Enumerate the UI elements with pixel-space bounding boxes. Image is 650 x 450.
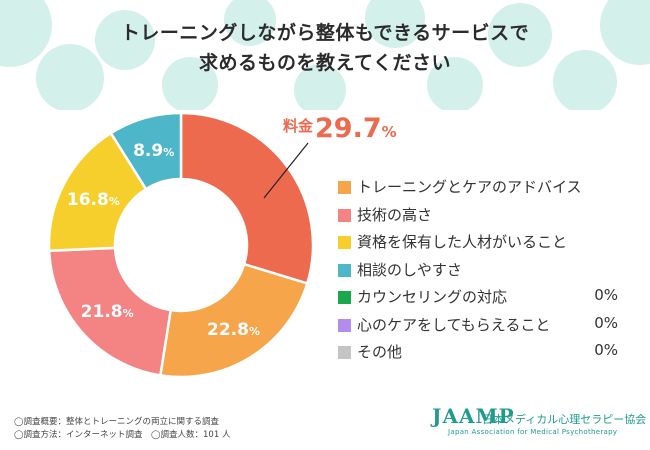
callout-leader-line	[263, 142, 309, 199]
slice-label: 22.8%	[207, 320, 260, 340]
donut-slice	[158, 262, 309, 379]
logo-mark: JAAMP	[432, 404, 515, 428]
slice-label: 8.9%	[133, 141, 174, 161]
slice-label: 21.8%	[81, 302, 134, 322]
legend-label: カウンセリングの対応	[357, 288, 508, 306]
callout-name: 料金	[283, 117, 314, 135]
legend-value: 0%	[594, 313, 618, 332]
legend-swatch	[338, 263, 351, 277]
legend-swatch	[338, 318, 351, 332]
callout-label: 料金29.7%	[283, 113, 397, 144]
legend-swatch	[338, 236, 351, 249]
legend-item: 相談のしやすさ	[338, 259, 638, 287]
legend-swatch	[338, 291, 351, 304]
legend-swatch	[338, 181, 351, 194]
legend-item: 資格を保有した人材がいること	[338, 231, 638, 259]
logo-english-name: Japan Association for Medical Psychother…	[448, 428, 618, 436]
donut-slice	[47, 246, 173, 377]
donut-slice	[179, 111, 315, 285]
legend-item: 技術の高さ	[338, 204, 638, 232]
slice-label: 16.8%	[67, 190, 120, 210]
legend-value: 0%	[594, 286, 618, 304]
logo-japanese-name: 日本メディカル心理セラピー協会	[482, 413, 647, 426]
legend-label: トレーニングとケアのアドバイス	[357, 178, 582, 196]
legend-label: 資格を保有した人材がいること	[357, 233, 568, 251]
header-bubbles-decoration	[0, 0, 650, 110]
chart-title-line2: 求めるものを教えてください	[199, 52, 451, 74]
legend-item: その他 0%	[338, 341, 638, 369]
callout-value: 29.7	[315, 113, 382, 144]
legend-label: その他	[357, 343, 403, 361]
legend-label: 心のケアをしてもらえること	[357, 315, 551, 334]
legend-swatch	[338, 208, 351, 222]
footnote-survey-method: ◯調査方法：インターネット調査 ◯調査人数：101 人	[14, 430, 231, 440]
jaamp-logo: JAAMP 日本メディカル心理セラピー協会 Japan Association …	[432, 404, 647, 444]
legend-label: 相談のしやすさ	[357, 260, 462, 279]
footnote-survey-overview: ◯調査概要：整体とトレーニングの両立に関する調査	[14, 417, 220, 427]
legend-item: 心のケアをしてもらえること 0%	[338, 314, 638, 342]
legend-label: 技術の高さ	[357, 205, 433, 224]
callout-percent: %	[381, 123, 397, 141]
legend-swatch	[338, 346, 351, 359]
legend-item: トレーニングとケアのアドバイス	[338, 176, 638, 204]
donut-slice	[109, 111, 183, 191]
chart-title-line1: トレーニングしながら整体もできるサービスで	[120, 22, 530, 44]
legend: トレーニングとケアのアドバイス 技術の高さ 資格を保有した人材がいること 相談の…	[338, 176, 638, 369]
legend-value: 0%	[594, 341, 618, 359]
legend-item: カウンセリングの対応 0%	[338, 286, 638, 314]
